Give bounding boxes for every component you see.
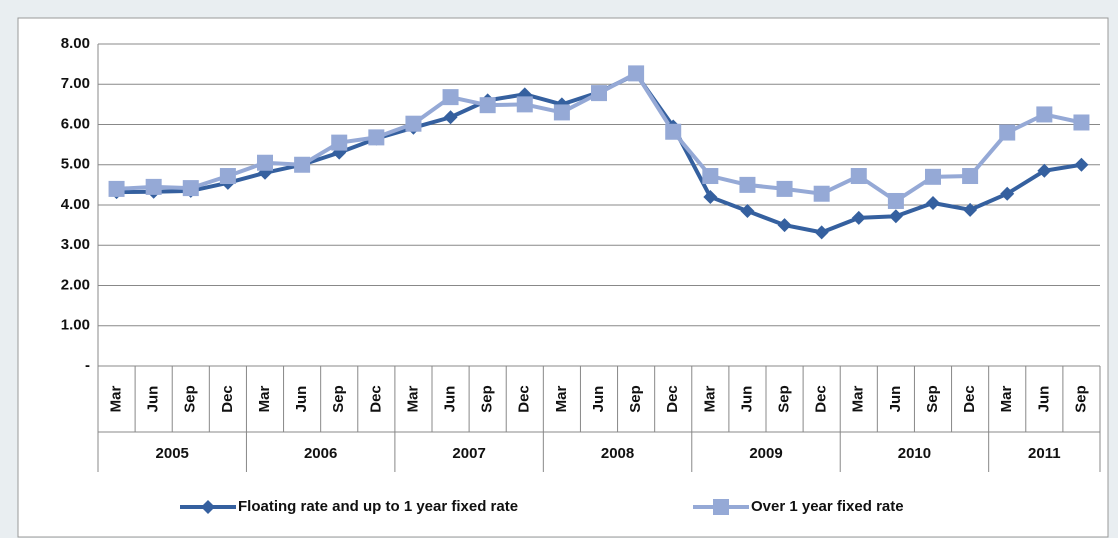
x-tick-label: Mar	[998, 386, 1015, 413]
marker	[702, 168, 719, 185]
marker	[813, 185, 830, 202]
marker	[182, 180, 199, 197]
y-tick-label: 4.00	[61, 196, 90, 213]
y-tick-label: 6.00	[61, 115, 90, 132]
marker	[851, 210, 866, 225]
y-tick-label: 7.00	[61, 75, 90, 92]
x-tick-label: Dec	[367, 385, 384, 413]
marker	[888, 209, 903, 224]
x-tick-label: Dec	[961, 385, 978, 413]
legend-marker	[201, 500, 215, 514]
marker	[108, 180, 125, 197]
y-tick-label: 3.00	[61, 236, 90, 253]
x-tick-label: Sep	[479, 385, 496, 413]
x-tick-label: Jun	[590, 386, 607, 413]
x-tick-label: Sep	[627, 385, 644, 413]
x-tick-label: Sep	[776, 385, 793, 413]
x-tick-label: Sep	[182, 385, 199, 413]
marker	[999, 124, 1016, 141]
marker	[516, 96, 533, 113]
y-tick-label: -	[85, 357, 90, 374]
marker	[405, 115, 422, 132]
marker	[739, 176, 756, 193]
x-tick-label: Jun	[887, 386, 904, 413]
marker	[368, 129, 385, 146]
marker	[665, 123, 682, 140]
legend-marker	[713, 499, 729, 515]
group-label: 2005	[156, 445, 189, 462]
x-tick-label: Jun	[145, 386, 162, 413]
x-tick-label: Mar	[108, 386, 125, 413]
marker	[777, 218, 792, 233]
x-tick-label: Mar	[850, 386, 867, 413]
y-tick-label: 2.00	[61, 276, 90, 293]
group-label: 2007	[452, 445, 485, 462]
marker	[925, 168, 941, 185]
x-tick-label: Dec	[664, 385, 681, 413]
marker	[145, 178, 162, 195]
x-tick-label: Dec	[516, 385, 533, 413]
marker	[926, 195, 940, 210]
marker	[1073, 114, 1090, 131]
group-label: 2006	[304, 445, 337, 462]
marker	[442, 89, 459, 106]
marker	[443, 110, 458, 125]
y-tick-label: 5.00	[61, 156, 90, 173]
marker	[850, 168, 867, 185]
marker	[257, 154, 273, 171]
y-tick-label: 1.00	[61, 317, 90, 334]
marker	[331, 134, 348, 151]
marker	[591, 85, 607, 102]
group-label: 2009	[749, 445, 782, 462]
marker	[628, 65, 645, 82]
x-tick-label: Sep	[924, 385, 941, 413]
marker	[703, 189, 718, 204]
x-tick-label: Jun	[293, 386, 310, 413]
marker	[1000, 186, 1015, 201]
marker	[887, 192, 904, 209]
x-tick-label: Mar	[256, 386, 273, 413]
x-tick-label: Sep	[330, 385, 347, 413]
x-tick-label: Mar	[404, 386, 421, 413]
marker	[776, 180, 793, 197]
x-tick-label: Dec	[219, 385, 236, 413]
x-tick-label: Jun	[1035, 386, 1052, 413]
legend-label: Over 1 year fixed rate	[751, 498, 904, 515]
x-tick-label: Jun	[442, 386, 459, 413]
marker	[553, 104, 570, 121]
marker	[740, 204, 755, 219]
marker	[1037, 163, 1052, 178]
x-tick-label: Mar	[701, 386, 718, 413]
marker	[963, 202, 978, 217]
legend-label: Floating rate and up to 1 year fixed rat…	[238, 498, 518, 515]
group-label: 2008	[601, 445, 634, 462]
y-tick-label: 8.00	[61, 35, 90, 52]
marker	[1074, 157, 1089, 172]
x-tick-label: Mar	[553, 386, 570, 413]
marker	[294, 156, 311, 173]
group-label: 2010	[898, 445, 931, 462]
x-tick-label: Dec	[813, 385, 830, 413]
marker	[219, 168, 236, 185]
marker	[479, 97, 496, 114]
x-tick-label: Sep	[1072, 385, 1089, 413]
marker	[962, 168, 979, 185]
marker	[1036, 106, 1053, 123]
marker	[814, 225, 829, 240]
group-label: 2011	[1028, 445, 1061, 462]
x-tick-label: Jun	[738, 386, 755, 413]
